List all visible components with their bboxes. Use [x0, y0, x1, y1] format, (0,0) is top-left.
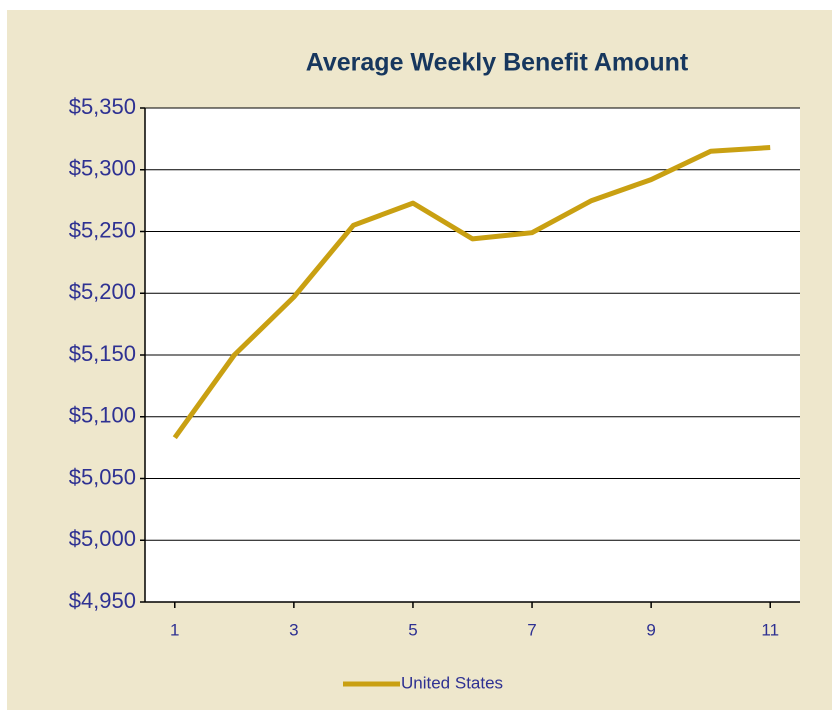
x-tick-label: 11 — [761, 620, 779, 639]
x-tick-label: 9 — [646, 620, 655, 639]
legend-label: United States — [401, 673, 503, 692]
x-tick-label: 5 — [408, 620, 417, 639]
x-tick-label: 1 — [170, 620, 179, 639]
y-tick-label: $5,250 — [69, 217, 136, 242]
y-tick-label: $5,100 — [69, 403, 136, 428]
y-tick-label: $5,050 — [69, 464, 136, 489]
y-tick-label: $4,950 — [69, 588, 136, 613]
x-tick-label: 3 — [289, 620, 298, 639]
data-line — [172, 145, 771, 440]
y-tick-label: $5,300 — [69, 156, 136, 181]
y-tick-label: $5,150 — [69, 341, 136, 366]
y-tick-label: $5,200 — [69, 279, 136, 304]
chart-title: Average Weekly Benefit Amount — [306, 49, 689, 77]
x-tick-label: 7 — [527, 620, 536, 639]
y-tick-label: $5,000 — [69, 526, 136, 551]
y-tick-label: $5,350 — [69, 94, 136, 119]
